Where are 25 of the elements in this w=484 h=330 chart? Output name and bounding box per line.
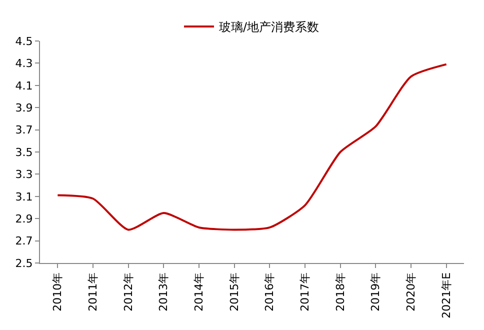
line-series — [56, 63, 448, 231]
x-tick-label: 2016年 — [263, 272, 276, 312]
y-tick-label: 3.7 — [15, 124, 33, 137]
x-tick-label: 2020年 — [404, 272, 418, 312]
y-tick-label: 3.1 — [15, 190, 33, 204]
y-tick-label: 3.5 — [15, 146, 33, 159]
x-tick-label: 2011年 — [86, 272, 100, 312]
x-tick-label: 2017年 — [298, 272, 312, 312]
x-tick-label: 2010年 — [51, 272, 64, 312]
x-tick-label: 2013年 — [157, 272, 170, 312]
x-tick-label: 2018年 — [334, 272, 347, 312]
y-tick-label: 4.3 — [15, 57, 33, 70]
x-tick-label: 2014年 — [192, 272, 206, 312]
x-tick-label: 2015年 — [228, 272, 241, 312]
y-tick-label: 2.9 — [15, 212, 33, 226]
x-tick-label: 2012年 — [122, 272, 135, 312]
y-tick-label: 4.5 — [15, 34, 33, 48]
y-tick-label: 4.1 — [15, 79, 33, 92]
x-tick-label: 2019年 — [369, 272, 382, 312]
y-tick-label: 2.5 — [15, 256, 33, 270]
x-tick-label: 2021年E — [440, 272, 453, 318]
legend-label: 玻璃/地产消费系数 — [219, 20, 320, 34]
y-tick-label: 2.7 — [15, 234, 33, 248]
y-tick-label: 3.9 — [15, 101, 33, 114]
y-tick-label: 3.3 — [15, 168, 33, 182]
